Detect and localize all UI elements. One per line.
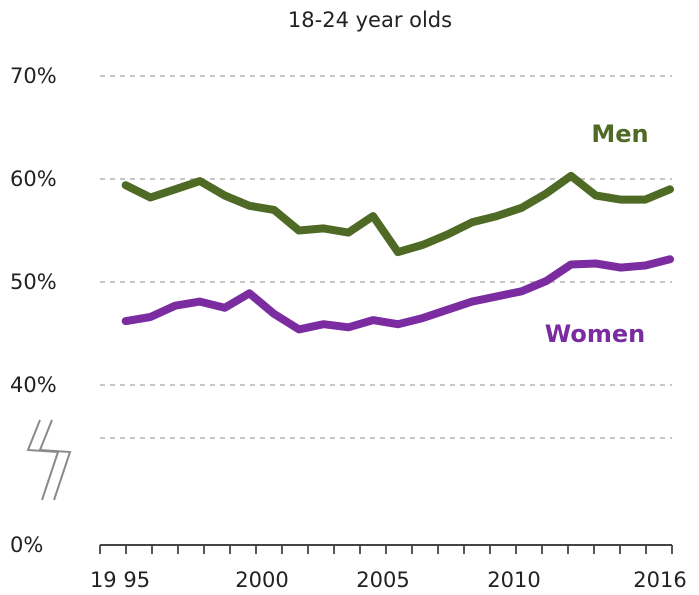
axis-break-mark <box>38 419 72 501</box>
axis-break-icon <box>26 419 72 501</box>
x-tick-label: 19 95 <box>90 568 150 592</box>
x-axis <box>99 544 673 554</box>
y-tick-label: 0% <box>10 533 43 557</box>
y-tick-label: 40% <box>10 373 57 397</box>
x-tick-label: 2010 <box>487 568 540 592</box>
series-label-men: Men <box>591 120 648 148</box>
axis-break-mark <box>26 419 60 501</box>
y-tick-label: 50% <box>10 270 57 294</box>
x-tick-label: 2000 <box>235 568 288 592</box>
y-tick-label: 70% <box>10 64 57 88</box>
series-line-women <box>121 255 674 334</box>
series-line-men <box>121 171 674 257</box>
x-tick-label: 2016 <box>633 568 686 592</box>
x-tick-label: 2005 <box>356 568 409 592</box>
series-label-women: Women <box>545 320 645 348</box>
y-tick-label: 60% <box>10 167 57 191</box>
gridlines <box>100 75 672 439</box>
chart-title: 18-24 year olds <box>287 8 453 32</box>
series-lines <box>121 171 674 334</box>
series-labels: Men Women <box>545 120 649 348</box>
tick-labels: 70% 60% 50% 40% 0% 19 95 2000 2005 2010 2016 <box>10 64 687 592</box>
